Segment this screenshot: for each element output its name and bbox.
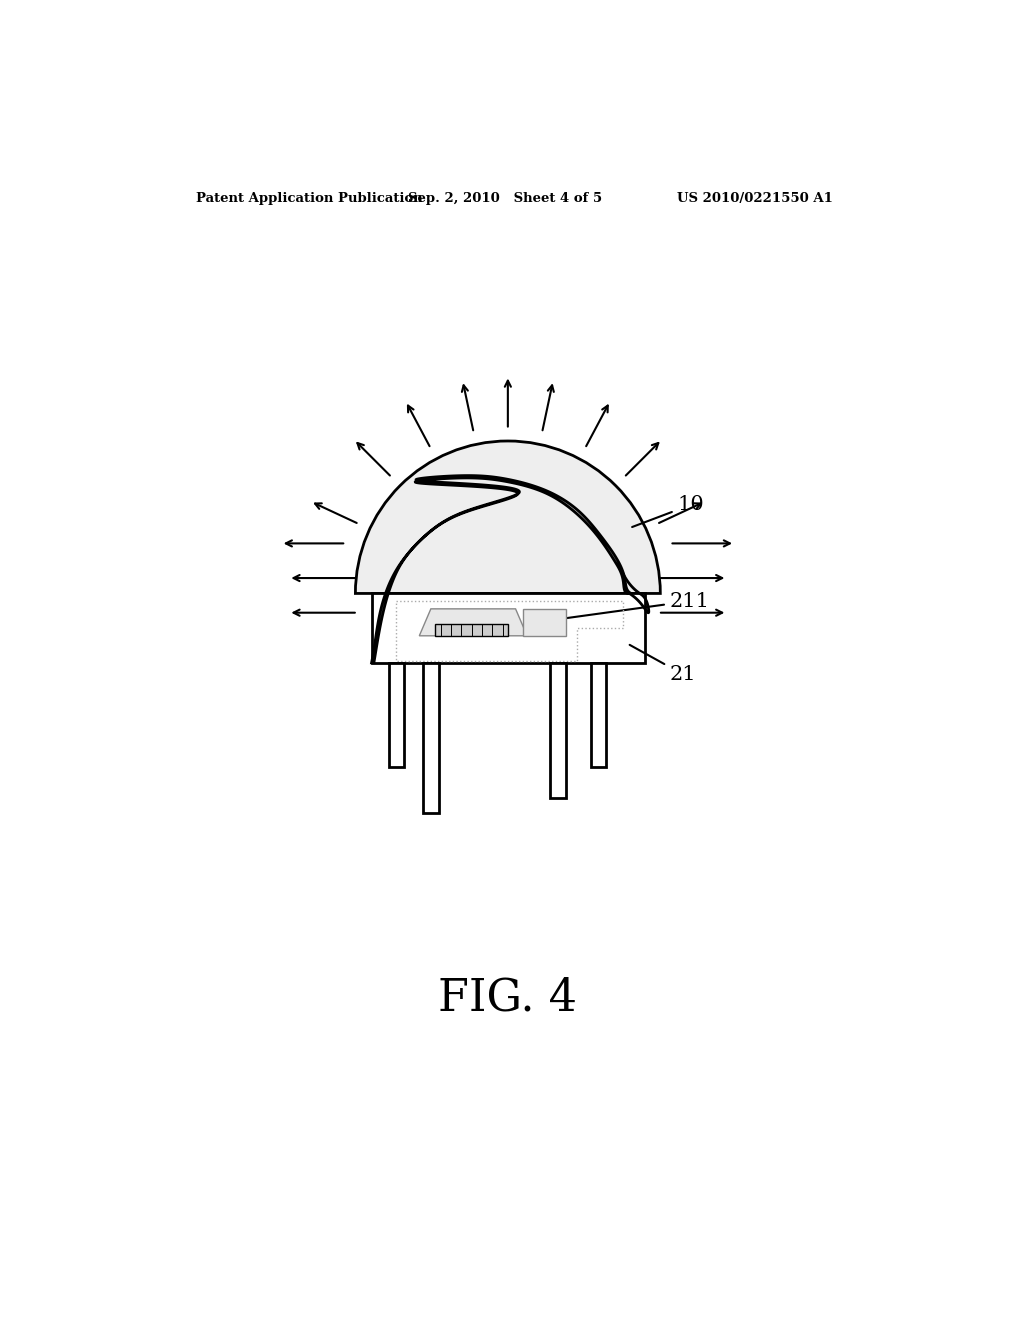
Bar	[388, 663, 403, 767]
Text: FIG. 4: FIG. 4	[438, 975, 578, 1019]
Wedge shape	[355, 441, 660, 594]
Polygon shape	[435, 624, 508, 636]
Polygon shape	[523, 609, 565, 636]
Text: US 2010/0221550 A1: US 2010/0221550 A1	[677, 191, 834, 205]
Polygon shape	[372, 594, 645, 663]
Text: 10: 10	[632, 495, 705, 527]
Bar	[550, 663, 565, 797]
Polygon shape	[419, 609, 527, 636]
Text: 211: 211	[542, 591, 710, 622]
Bar	[423, 663, 438, 813]
Text: Sep. 2, 2010   Sheet 4 of 5: Sep. 2, 2010 Sheet 4 of 5	[408, 191, 602, 205]
Text: 21: 21	[630, 645, 696, 684]
Text: Patent Application Publication: Patent Application Publication	[196, 191, 423, 205]
Bar	[591, 663, 606, 767]
Polygon shape	[372, 475, 631, 663]
